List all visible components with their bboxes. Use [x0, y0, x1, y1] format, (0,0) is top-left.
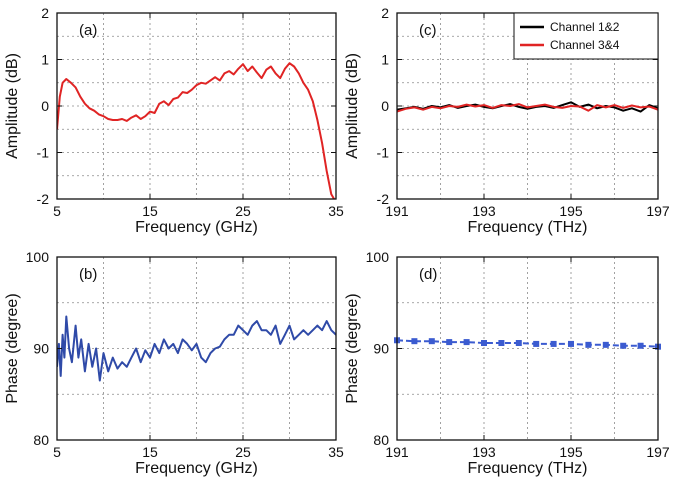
y-tick-label: -2 [37, 191, 50, 207]
panel-a: 5 15 25 35 -2 -1 0 1 2 Frequency (GHz) Amplitude (… [4, 5, 344, 236]
y-tick-label: 1 [41, 52, 49, 68]
data-point-marker [637, 342, 644, 349]
x-tick-label: 25 [235, 203, 251, 219]
data-point-marker [620, 342, 627, 349]
legend-entry: Channel 3&4 [550, 38, 620, 52]
y-axis-label: Amplitude (dB) [4, 53, 21, 159]
y-tick-label: 80 [33, 432, 49, 448]
y-tick-label: 0 [41, 98, 49, 114]
y-tick-label: 90 [33, 341, 49, 357]
x-axis-label: Frequency (GHz) [135, 219, 258, 236]
x-tick-label: 5 [53, 444, 61, 460]
x-tick-label: 15 [142, 444, 158, 460]
panel-label: (a) [79, 22, 97, 39]
x-tick-label: 35 [328, 444, 344, 460]
y-tick-label: 90 [373, 341, 389, 357]
y-axis-label: Amplitude (dB) [344, 53, 361, 159]
data-point-marker [550, 340, 557, 347]
y-tick-label: 100 [366, 249, 390, 265]
data-point-marker [481, 340, 487, 347]
data-point-marker [533, 340, 540, 347]
legend-box [513, 12, 659, 60]
panel-d: 191 193 195 197 80 90 100 Frequency (THz) Phase … [344, 249, 670, 477]
panel-b: 5 15 25 35 80 90 100 Frequency (GHz) Phase (degr… [4, 249, 344, 477]
series-line-c-2 [397, 103, 658, 113]
data-point-marker [585, 341, 592, 348]
y-tick-label: 1 [381, 52, 389, 68]
x-tick-label: 5 [53, 203, 61, 219]
y-tick-label: 2 [41, 5, 49, 21]
x-axis-label: Frequency (THz) [467, 219, 587, 236]
panel-label: (c) [419, 22, 437, 39]
panel-label: (d) [419, 266, 437, 283]
y-tick-label: -1 [37, 145, 50, 161]
y-tick-label: 0 [381, 98, 389, 114]
y-tick-label: -2 [377, 191, 390, 207]
series-line-d-1 [397, 339, 658, 348]
x-tick-label: 197 [646, 203, 670, 219]
data-point-marker [411, 338, 418, 345]
x-tick-label: 35 [328, 203, 344, 219]
x-tick-label: 25 [235, 444, 251, 460]
x-tick-label: 15 [142, 203, 158, 219]
series-line-a-1 [57, 62, 335, 200]
data-point-marker [568, 340, 574, 347]
data-point-marker [428, 338, 435, 345]
y-tick-label: 100 [26, 249, 50, 265]
data-point-marker [463, 339, 470, 346]
x-tick-label: 197 [646, 444, 670, 460]
x-axis-label: Frequency (GHz) [135, 460, 258, 477]
data-point-marker [446, 339, 453, 346]
x-tick-label: 193 [472, 444, 496, 460]
y-axis-label: Phase (degree) [4, 293, 21, 403]
data-point-marker [602, 341, 609, 348]
x-tick-label: 191 [385, 203, 409, 219]
y-tick-label: 80 [373, 432, 389, 448]
y-tick-label: 2 [381, 5, 389, 21]
legend-entry: Channel 1&2 [550, 20, 620, 34]
data-point-marker [515, 340, 522, 347]
y-axis-label: Phase (degree) [344, 293, 361, 403]
series-line-b-1 [57, 315, 336, 382]
legend: Channel 1&2 Channel 3&4 [513, 12, 659, 60]
data-point-marker [498, 340, 505, 347]
x-tick-label: 191 [385, 444, 409, 460]
y-tick-label: -1 [377, 145, 390, 161]
x-tick-label: 193 [472, 203, 496, 219]
panel-label: (b) [79, 266, 97, 283]
x-axis-label: Frequency (THz) [467, 460, 587, 477]
x-tick-label: 195 [559, 203, 583, 219]
panel-c: 191 193 195 197 -2 -1 0 1 2 Frequency (THz) Amplit… [344, 5, 670, 236]
x-tick-label: 195 [559, 444, 583, 460]
